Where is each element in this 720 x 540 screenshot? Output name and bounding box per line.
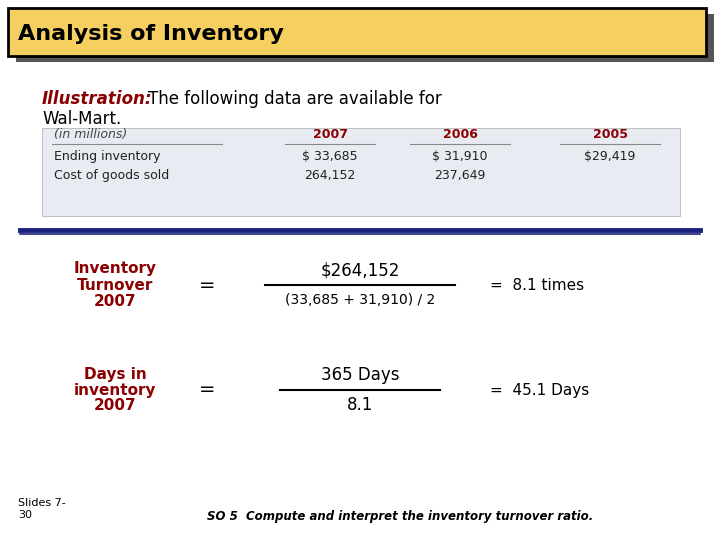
Text: Slides 7-
30: Slides 7- 30 bbox=[18, 498, 66, 521]
Text: (in millions): (in millions) bbox=[54, 128, 127, 141]
Text: $264,152: $264,152 bbox=[320, 261, 400, 279]
Text: =: = bbox=[199, 275, 215, 294]
FancyBboxPatch shape bbox=[8, 8, 706, 56]
Text: Inventory: Inventory bbox=[73, 261, 156, 276]
Text: The following data are available for: The following data are available for bbox=[148, 90, 442, 108]
Text: $ 33,685: $ 33,685 bbox=[302, 150, 358, 163]
Text: 237,649: 237,649 bbox=[434, 169, 486, 182]
FancyBboxPatch shape bbox=[42, 128, 680, 216]
Text: inventory: inventory bbox=[73, 382, 156, 397]
Text: =: = bbox=[199, 381, 215, 400]
Text: 2007: 2007 bbox=[94, 294, 136, 308]
Text: 365 Days: 365 Days bbox=[320, 366, 400, 384]
Text: 264,152: 264,152 bbox=[305, 169, 356, 182]
Text: =  45.1 Days: = 45.1 Days bbox=[490, 382, 589, 397]
Text: =  8.1 times: = 8.1 times bbox=[490, 278, 584, 293]
Text: SO 5  Compute and interpret the inventory turnover ratio.: SO 5 Compute and interpret the inventory… bbox=[207, 510, 593, 523]
Text: Wal-Mart.: Wal-Mart. bbox=[42, 110, 121, 128]
Text: 2007: 2007 bbox=[94, 399, 136, 414]
Text: (33,685 + 31,910) / 2: (33,685 + 31,910) / 2 bbox=[285, 293, 435, 307]
Text: $ 31,910: $ 31,910 bbox=[432, 150, 487, 163]
Text: 2005: 2005 bbox=[593, 128, 628, 141]
Text: Analysis of Inventory: Analysis of Inventory bbox=[18, 24, 284, 44]
Text: 2006: 2006 bbox=[443, 128, 477, 141]
FancyBboxPatch shape bbox=[16, 14, 714, 62]
Text: Illustration:: Illustration: bbox=[42, 90, 153, 108]
Text: Cost of goods sold: Cost of goods sold bbox=[54, 169, 169, 182]
Text: Ending inventory: Ending inventory bbox=[54, 150, 161, 163]
Text: Days in: Days in bbox=[84, 367, 146, 381]
Text: $29,419: $29,419 bbox=[585, 150, 636, 163]
Text: 8.1: 8.1 bbox=[347, 396, 373, 414]
Text: Turnover: Turnover bbox=[77, 278, 153, 293]
Text: 2007: 2007 bbox=[312, 128, 348, 141]
